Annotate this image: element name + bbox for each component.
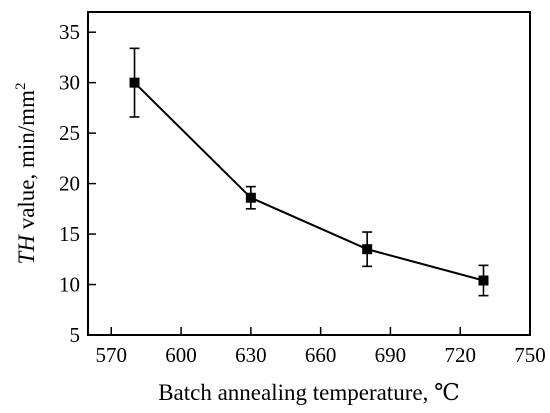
- y-tick-label: 30: [59, 71, 80, 95]
- y-tick-label: 10: [59, 273, 80, 297]
- x-axis-title: Batch annealing temperature, ℃: [158, 380, 460, 405]
- y-tick-label: 15: [59, 222, 80, 246]
- x-tick-label: 690: [375, 343, 407, 367]
- data-point: [362, 244, 373, 255]
- y-axis-title-text: value, min/mm: [14, 90, 39, 235]
- y-tick-label: 5: [70, 323, 81, 347]
- y-axis-title-superscript: 2: [13, 83, 29, 91]
- y-axis-title-italic: TH: [14, 234, 39, 265]
- x-tick-label: 660: [305, 343, 337, 367]
- y-axis-title: TH value, min/mm2: [13, 83, 39, 265]
- y-tick-label: 35: [59, 20, 80, 44]
- data-point: [129, 77, 140, 88]
- y-tick-label: 20: [59, 172, 80, 196]
- data-point: [245, 192, 256, 203]
- x-tick-label: 720: [444, 343, 476, 367]
- x-axis: 570 600 630 660 690 720 750: [96, 327, 546, 367]
- y-axis: 5 10 15 20 25 30 35: [59, 20, 96, 347]
- plot-frame: [87, 11, 531, 336]
- y-tick-label: 25: [59, 121, 80, 145]
- data-point: [478, 275, 489, 286]
- data-series: [129, 47, 489, 297]
- x-tick-label: 750: [514, 343, 546, 367]
- x-tick-label: 600: [165, 343, 197, 367]
- x-tick-label: 570: [96, 343, 128, 367]
- series-line: [133, 81, 484, 282]
- x-tick-label: 630: [235, 343, 267, 367]
